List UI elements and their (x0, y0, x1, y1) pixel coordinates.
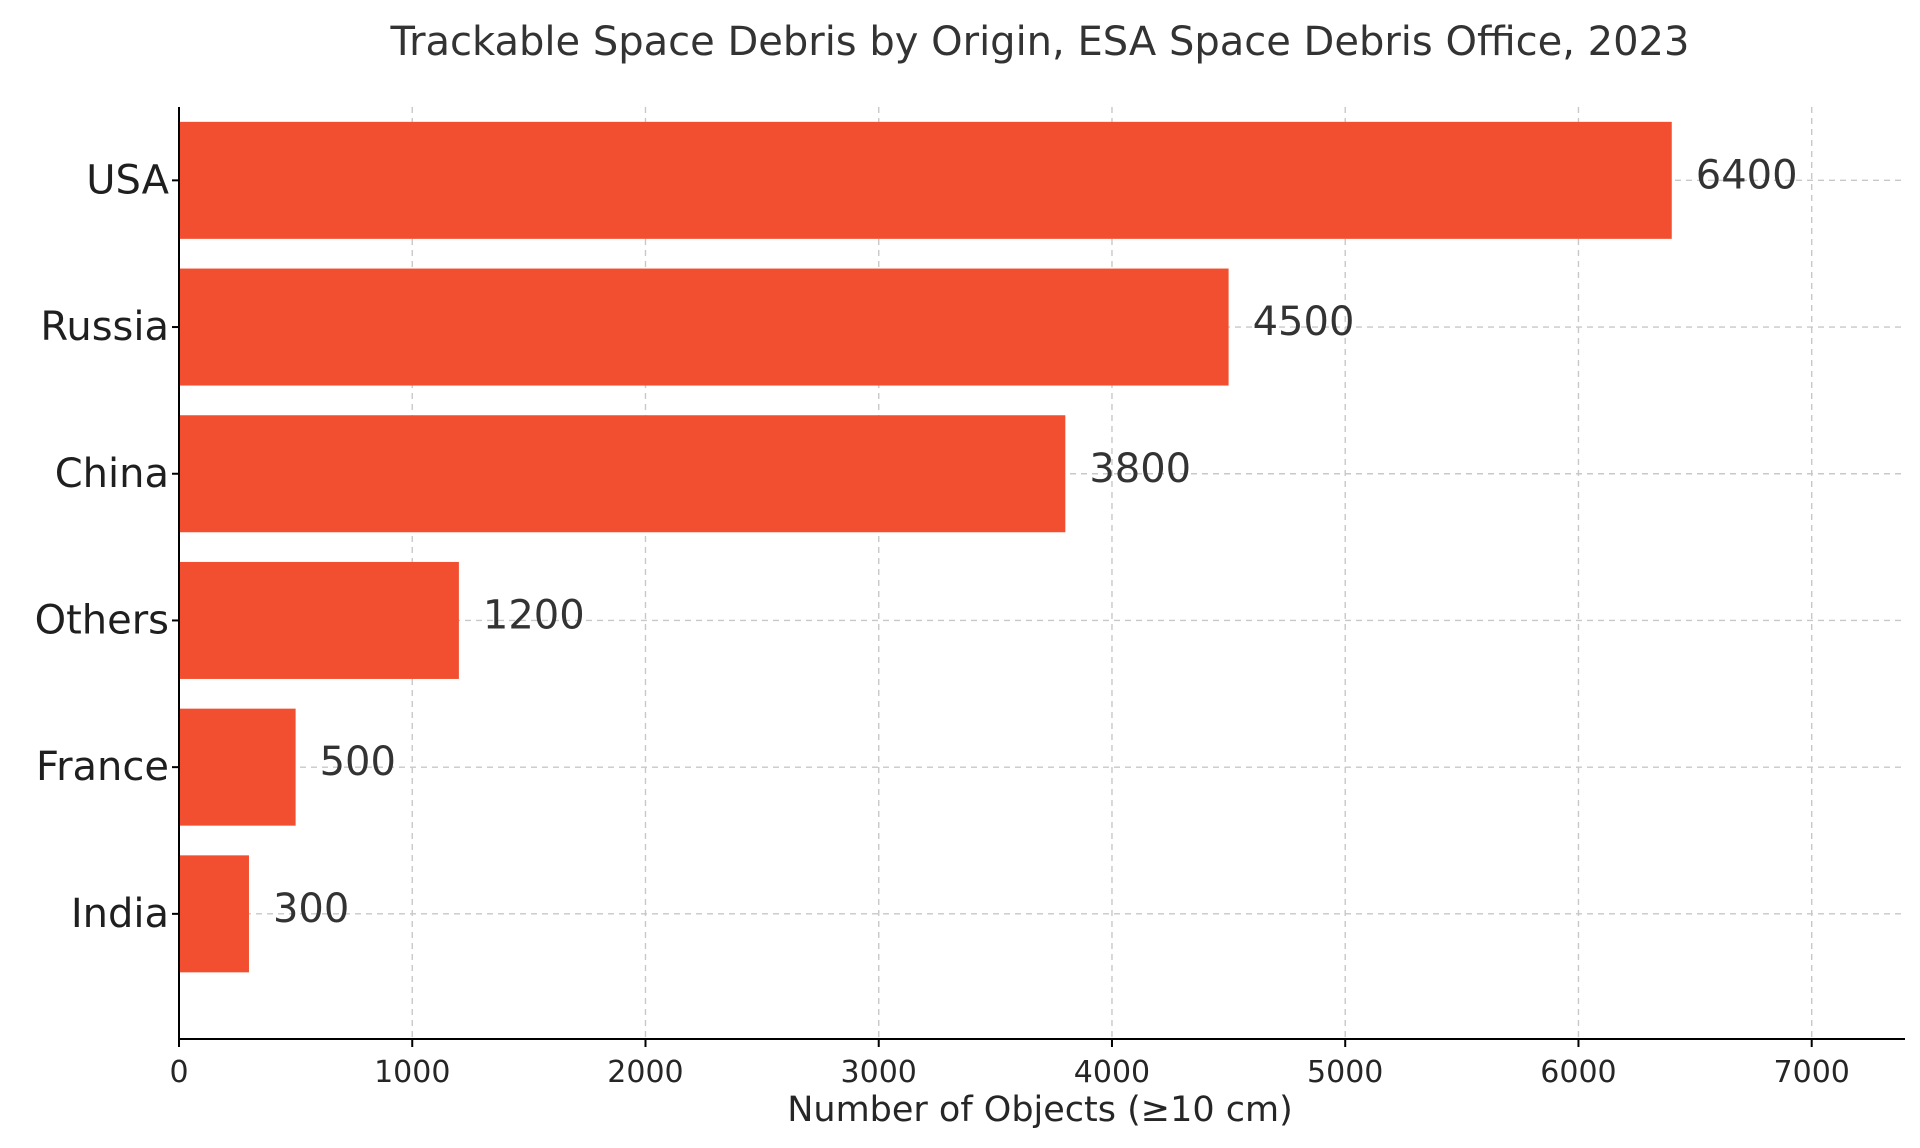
bars (179, 121, 1672, 973)
bar-france (179, 708, 296, 826)
x-tick-label-7000: 7000 (1774, 1055, 1850, 1090)
bar-china (179, 415, 1066, 533)
bar-russia (179, 268, 1229, 386)
y-tick-label-india: India (71, 891, 169, 937)
data-label-france: 500 (320, 739, 396, 785)
data-label-india: 300 (273, 886, 349, 932)
x-tick-label-0: 0 (169, 1055, 188, 1090)
y-tick-label-china: China (55, 451, 169, 497)
labels: 6400 USA 4500 Russia 3800 China 1200 Others 500 F… (35, 152, 1850, 1090)
bar-usa (179, 121, 1672, 239)
x-tick-label-2000: 2000 (607, 1055, 683, 1090)
data-label-usa: 6400 (1696, 152, 1798, 198)
data-label-china: 3800 (1089, 446, 1191, 492)
x-axis-label: Number of Objects (≥10 cm) (787, 1090, 1293, 1130)
data-label-russia: 4500 (1253, 299, 1355, 345)
bar-others (179, 561, 459, 679)
y-tick-label-usa: USA (86, 157, 169, 203)
data-label-others: 1200 (483, 592, 585, 638)
axes (172, 107, 1905, 1047)
x-tick-label-4000: 4000 (1074, 1055, 1150, 1090)
x-tick-label-6000: 6000 (1540, 1055, 1616, 1090)
x-tick-label-1000: 1000 (374, 1055, 450, 1090)
y-tick-label-russia: Russia (40, 304, 169, 350)
y-tick-label-france: France (36, 744, 169, 790)
y-tick-label-others: Others (35, 597, 169, 643)
bar-india (179, 855, 249, 973)
x-tick-label-3000: 3000 (841, 1055, 917, 1090)
x-tick-label-5000: 5000 (1307, 1055, 1383, 1090)
chart-title: Trackable Space Debris by Origin, ESA Sp… (390, 19, 1690, 65)
